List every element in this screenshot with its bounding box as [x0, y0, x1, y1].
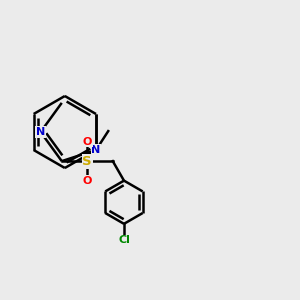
- Text: O: O: [82, 136, 92, 147]
- Text: O: O: [82, 176, 92, 186]
- Text: N: N: [36, 127, 45, 137]
- Text: Cl: Cl: [118, 235, 130, 245]
- Text: S: S: [82, 154, 92, 168]
- Text: N: N: [92, 145, 100, 155]
